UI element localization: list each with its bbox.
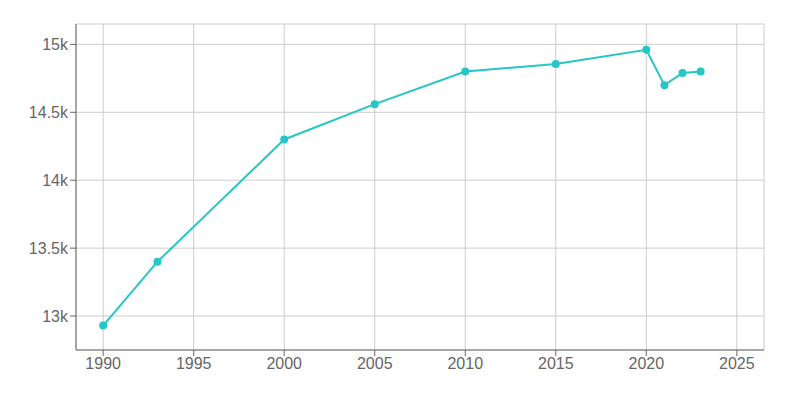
svg-text:2020: 2020 xyxy=(629,355,665,372)
svg-text:2005: 2005 xyxy=(357,355,393,372)
svg-text:2000: 2000 xyxy=(266,355,302,372)
svg-text:2025: 2025 xyxy=(719,355,755,372)
svg-text:2015: 2015 xyxy=(538,355,574,372)
svg-text:14k: 14k xyxy=(42,172,69,189)
svg-text:1995: 1995 xyxy=(176,355,212,372)
svg-text:15k: 15k xyxy=(42,36,69,53)
svg-text:2010: 2010 xyxy=(447,355,483,372)
svg-text:1990: 1990 xyxy=(85,355,121,372)
svg-text:13.5k: 13.5k xyxy=(29,240,69,257)
svg-text:14.5k: 14.5k xyxy=(29,104,69,121)
svg-text:13k: 13k xyxy=(42,308,69,325)
